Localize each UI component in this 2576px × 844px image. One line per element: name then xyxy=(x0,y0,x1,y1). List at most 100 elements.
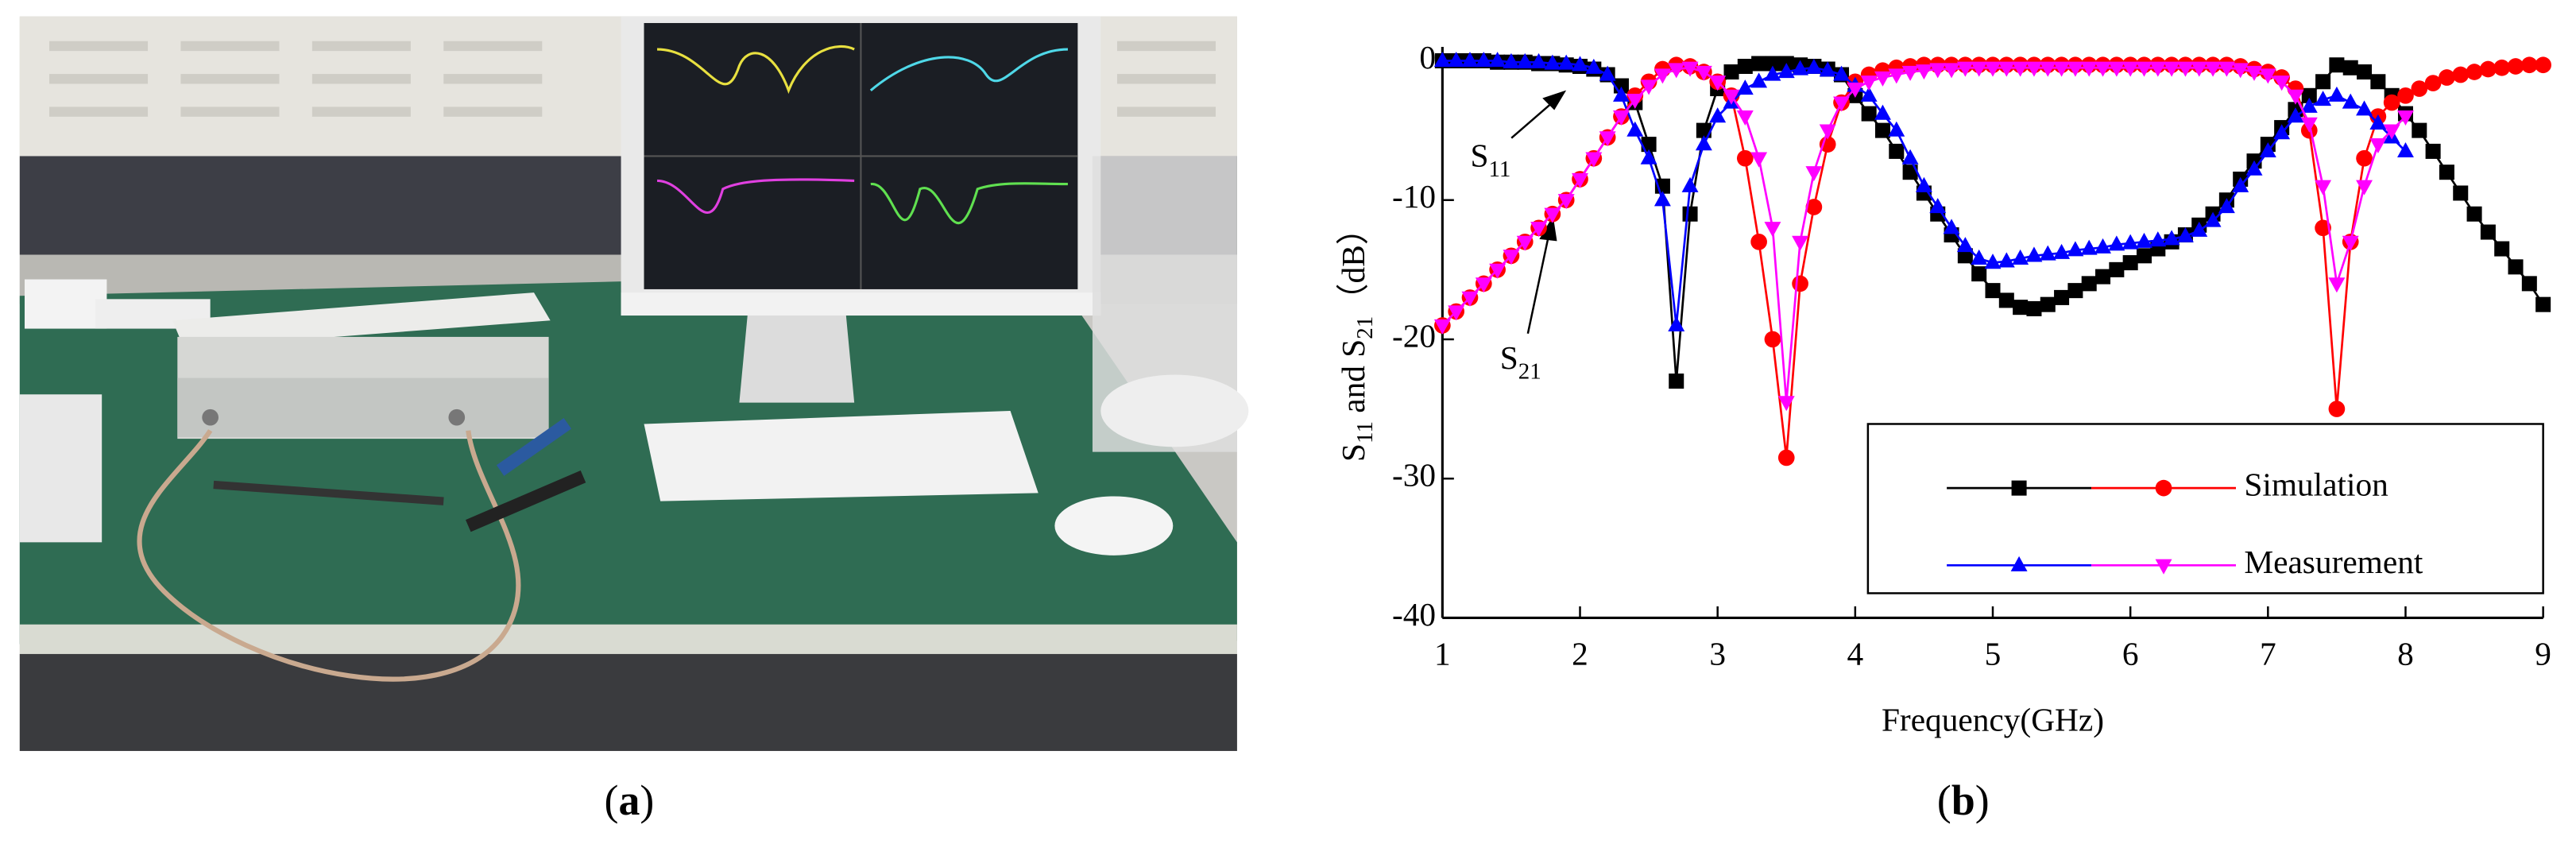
caption: (b) xyxy=(1937,776,1990,824)
marker xyxy=(2535,296,2551,312)
annotation-sub: 21 xyxy=(1518,358,1541,384)
marker xyxy=(1751,56,1767,72)
marker xyxy=(2204,61,2222,77)
marker xyxy=(2136,232,2152,248)
marker xyxy=(1585,58,1603,74)
marker xyxy=(1792,275,1808,292)
marker xyxy=(1613,86,1630,102)
marker xyxy=(2259,68,2276,84)
marker xyxy=(1777,63,1795,79)
marker xyxy=(2412,122,2427,138)
marker xyxy=(2108,61,2125,77)
marker xyxy=(1681,61,1699,77)
marker xyxy=(2191,61,2208,77)
marker xyxy=(1750,72,1768,88)
marker xyxy=(2300,117,2318,133)
marker xyxy=(1572,172,1588,188)
marker xyxy=(2494,241,2510,257)
marker xyxy=(1847,82,1864,98)
marker xyxy=(1654,68,1671,84)
marker xyxy=(1668,63,1685,79)
marker xyxy=(2439,69,2455,86)
x-axis-label: Frequency(GHz) xyxy=(1882,701,2104,738)
legend-label: Measurement xyxy=(2244,544,2423,580)
marker xyxy=(2067,241,2084,257)
marker xyxy=(1971,249,1988,265)
marker xyxy=(1530,52,1548,68)
marker xyxy=(1433,319,1451,335)
marker xyxy=(1557,194,1575,210)
caption-a: (a) xyxy=(605,776,655,824)
marker xyxy=(1943,63,1960,79)
marker xyxy=(1929,198,1947,214)
caption-part: a xyxy=(618,776,640,824)
marker xyxy=(2370,74,2386,90)
marker xyxy=(2040,296,2056,312)
marker xyxy=(1599,131,1616,147)
marker xyxy=(2011,480,2027,496)
marker xyxy=(1475,52,1492,68)
marker xyxy=(2204,211,2222,227)
marker xyxy=(1503,250,1520,265)
y-tick-label: -40 xyxy=(1392,596,1436,633)
marker xyxy=(1461,291,1479,307)
marker xyxy=(2232,63,2249,79)
marker xyxy=(1777,396,1795,412)
marker xyxy=(2342,60,2358,75)
marker xyxy=(2010,556,2028,571)
marker xyxy=(2155,559,2172,575)
caption: (a) xyxy=(605,776,655,824)
marker xyxy=(2039,61,2056,77)
y-tick-label: -20 xyxy=(1392,317,1436,354)
marker xyxy=(2122,61,2139,77)
marker xyxy=(2136,61,2152,77)
marker xyxy=(1805,199,1823,215)
marker xyxy=(1984,254,2002,269)
marker xyxy=(1792,60,1809,75)
marker xyxy=(1901,149,1919,165)
y-label-part: S xyxy=(1335,443,1371,462)
marker xyxy=(2136,248,2152,264)
marker xyxy=(2369,138,2387,154)
x-tick-label: 7 xyxy=(2260,636,2276,672)
marker xyxy=(1723,64,1739,80)
marker xyxy=(2176,226,2194,242)
marker xyxy=(2453,185,2469,201)
marker xyxy=(1626,121,1644,137)
marker xyxy=(1654,191,1671,207)
caption-part: b xyxy=(1951,776,1975,824)
marker xyxy=(1874,71,1891,87)
marker xyxy=(2053,61,2071,77)
marker xyxy=(2163,61,2180,77)
marker xyxy=(1709,75,1727,91)
marker xyxy=(2012,249,2029,265)
x-tick-label: 5 xyxy=(1985,636,2002,672)
annotation-sub: 11 xyxy=(1489,157,1511,182)
marker xyxy=(2081,276,2097,292)
marker xyxy=(2466,206,2482,222)
annotation: S21 xyxy=(1500,339,1541,384)
x-tick-label: 1 xyxy=(1434,636,1451,672)
marker xyxy=(2039,245,2056,261)
marker xyxy=(1723,89,1740,105)
marker xyxy=(2095,269,2111,285)
marker xyxy=(2149,61,2167,77)
marker xyxy=(2301,87,2317,103)
marker xyxy=(1641,137,1657,153)
marker xyxy=(1902,165,1918,180)
marker xyxy=(2424,75,2442,91)
marker xyxy=(1792,235,1809,251)
marker xyxy=(1448,52,1465,68)
marker xyxy=(1640,149,1657,165)
marker xyxy=(1777,449,1795,467)
y-axis-label: S11 and S21（dB） xyxy=(1335,212,1378,462)
marker xyxy=(2232,176,2249,192)
marker xyxy=(2012,61,2029,77)
marker xyxy=(2080,239,2098,255)
marker xyxy=(1503,52,1520,68)
marker xyxy=(1736,149,1754,167)
marker xyxy=(1764,331,1781,348)
y-label-sub: 11 xyxy=(1352,421,1378,443)
marker xyxy=(1861,106,1877,122)
